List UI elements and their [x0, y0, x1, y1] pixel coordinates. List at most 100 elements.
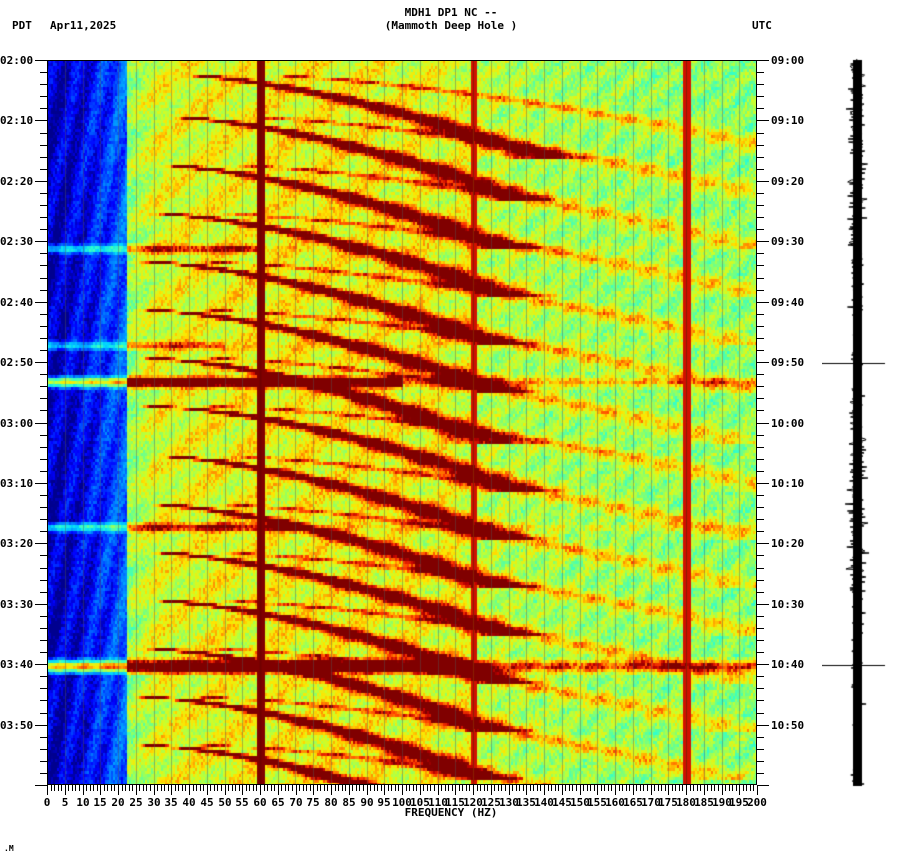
time-tick-minor	[40, 133, 47, 134]
freq-tick-major	[668, 785, 669, 795]
freq-tick-minor	[249, 785, 250, 791]
time-tick-minor	[40, 773, 47, 774]
freq-tick-minor	[324, 785, 325, 791]
freq-tick-minor	[611, 785, 612, 791]
freq-tick-minor	[281, 785, 282, 791]
freq-tick-label: 125	[481, 796, 501, 809]
freq-tick-major	[313, 785, 314, 795]
time-tick-label-utc: 09:10	[771, 114, 805, 127]
freq-tick-minor	[210, 785, 211, 791]
time-tick-minor	[40, 628, 47, 629]
freq-tick-minor	[193, 785, 194, 791]
spectrogram-image[interactable]	[47, 60, 757, 785]
time-tick-minor	[757, 350, 764, 351]
freq-tick-minor	[359, 785, 360, 791]
freq-tick-minor	[736, 785, 737, 791]
frequency-axis: 0 5 10 15 20 25 30 35 40 45 50 55 60 65 70 75 80 85 90 95 10…	[0, 785, 902, 864]
freq-tick-minor	[114, 785, 115, 791]
freq-tick-minor	[587, 785, 588, 791]
freq-tick-minor	[352, 785, 353, 791]
freq-tick-minor	[555, 785, 556, 791]
time-tick-label-utc: 10:20	[771, 537, 805, 550]
freq-tick-minor	[714, 785, 715, 791]
freq-tick-label: 145	[552, 796, 572, 809]
time-tick-minor	[40, 350, 47, 351]
seismogram-trace-panel[interactable]	[822, 58, 902, 788]
freq-tick-minor	[377, 785, 378, 791]
frequency-axis-title: FREQUENCY (HZ)	[404, 806, 498, 819]
freq-tick-major	[367, 785, 368, 795]
time-tick-minor	[757, 773, 764, 774]
spectrogram-panel[interactable]	[47, 60, 757, 785]
time-tick-minor	[40, 96, 47, 97]
time-tick-minor	[40, 580, 47, 581]
freq-tick-minor	[342, 785, 343, 791]
freq-tick-minor	[122, 785, 123, 791]
freq-tick-minor	[381, 785, 382, 791]
time-tick-minor	[40, 749, 47, 750]
time-tick-major	[35, 785, 47, 786]
freq-tick-minor	[665, 785, 666, 791]
freq-tick-minor	[161, 785, 162, 791]
freq-tick-minor	[540, 785, 541, 791]
time-tick-major	[757, 181, 769, 182]
freq-tick-minor	[132, 785, 133, 791]
freq-tick-minor	[107, 785, 108, 791]
freq-tick-minor	[232, 785, 233, 791]
freq-tick-minor	[409, 785, 410, 791]
freq-tick-minor	[487, 785, 488, 791]
freq-tick-minor	[626, 785, 627, 791]
freq-tick-minor	[54, 785, 55, 791]
freq-tick-minor	[530, 785, 531, 791]
time-tick-minor	[40, 108, 47, 109]
freq-tick-label: 155	[587, 796, 607, 809]
time-tick-minor	[757, 84, 764, 85]
freq-tick-minor	[672, 785, 673, 791]
time-tick-minor	[757, 253, 764, 254]
freq-tick-major	[154, 785, 155, 795]
freq-tick-minor	[477, 785, 478, 791]
freq-tick-minor	[466, 785, 467, 791]
time-tick-label-pdt: 02:10	[0, 114, 34, 127]
time-tick-minor	[40, 72, 47, 73]
freq-tick-major	[47, 785, 48, 795]
time-tick-minor	[40, 217, 47, 218]
time-tick-minor	[40, 568, 47, 569]
freq-tick-label: 120	[463, 796, 483, 809]
time-tick-minor	[757, 157, 764, 158]
freq-tick-minor	[125, 785, 126, 791]
freq-tick-major	[207, 785, 208, 795]
time-tick-major	[757, 302, 769, 303]
freq-tick-label: 95	[377, 796, 391, 809]
time-tick-label-pdt: 03:10	[0, 477, 34, 490]
time-tick-minor	[40, 314, 47, 315]
time-tick-minor	[40, 253, 47, 254]
freq-tick-minor	[139, 785, 140, 791]
freq-tick-major	[349, 785, 350, 795]
time-tick-minor	[40, 447, 47, 448]
time-tick-minor	[757, 713, 764, 714]
freq-tick-minor	[416, 785, 417, 791]
freq-tick-major	[260, 785, 261, 795]
freq-tick-major	[136, 785, 137, 795]
freq-tick-label: 0	[43, 796, 51, 809]
freq-tick-minor	[494, 785, 495, 791]
time-tick-minor	[757, 314, 764, 315]
time-tick-minor	[757, 749, 764, 750]
time-tick-minor	[40, 459, 47, 460]
freq-tick-minor	[729, 785, 730, 791]
freq-tick-minor	[217, 785, 218, 791]
freq-tick-minor	[398, 785, 399, 791]
time-tick-minor	[40, 338, 47, 339]
freq-tick-minor	[306, 785, 307, 791]
time-tick-major	[757, 725, 769, 726]
freq-tick-major	[686, 785, 687, 795]
freq-tick-label: 90	[360, 796, 374, 809]
freq-tick-major	[597, 785, 598, 795]
freq-tick-minor	[448, 785, 449, 791]
freq-tick-minor	[569, 785, 570, 791]
freq-tick-minor	[690, 785, 691, 791]
time-tick-minor	[40, 410, 47, 411]
freq-tick-minor	[718, 785, 719, 791]
freq-tick-minor	[79, 785, 80, 791]
